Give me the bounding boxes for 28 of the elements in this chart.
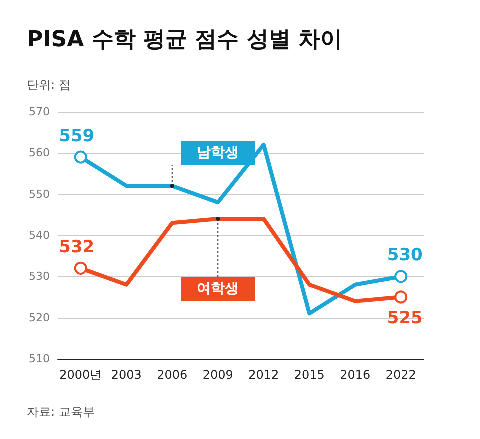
series-label: 남학생 <box>197 145 240 162</box>
y-tick-label: 560 <box>29 146 50 160</box>
chart-subtitle: 단위: 점 <box>27 78 71 92</box>
point <box>74 150 88 164</box>
x-tick-label: 2006 <box>157 368 188 382</box>
data-label: 525 <box>387 308 423 328</box>
x-tick-label: 2012 <box>248 368 280 382</box>
data-label: 559 <box>59 126 95 146</box>
point <box>394 270 408 284</box>
y-tick-label: 550 <box>29 188 50 201</box>
y-tick-label: 540 <box>29 229 50 242</box>
y-tick-label: 510 <box>29 352 50 366</box>
x-tick-label: 2009 <box>202 368 234 382</box>
x-tick-label: 2000년 <box>60 368 102 382</box>
x-tick-label: 2015 <box>294 368 325 382</box>
data-label: 532 <box>59 237 95 258</box>
text: 여학생 <box>197 281 240 298</box>
point <box>74 262 88 275</box>
point <box>394 290 408 304</box>
data-label: 530 <box>387 246 424 266</box>
text: 자료: 교육부 <box>27 405 95 419</box>
y-tick-label: 520 <box>29 311 50 324</box>
x-tick-label: 2022 <box>386 368 416 382</box>
x-tick-label: 2016 <box>340 368 371 382</box>
x-tick-label: 2003 <box>111 368 142 382</box>
y-tick-label: 530 <box>29 270 50 284</box>
chart-title: PISA 수학 평균 점수 성별 차이 <box>27 28 342 52</box>
y-tick-label: 570 <box>29 106 50 118</box>
